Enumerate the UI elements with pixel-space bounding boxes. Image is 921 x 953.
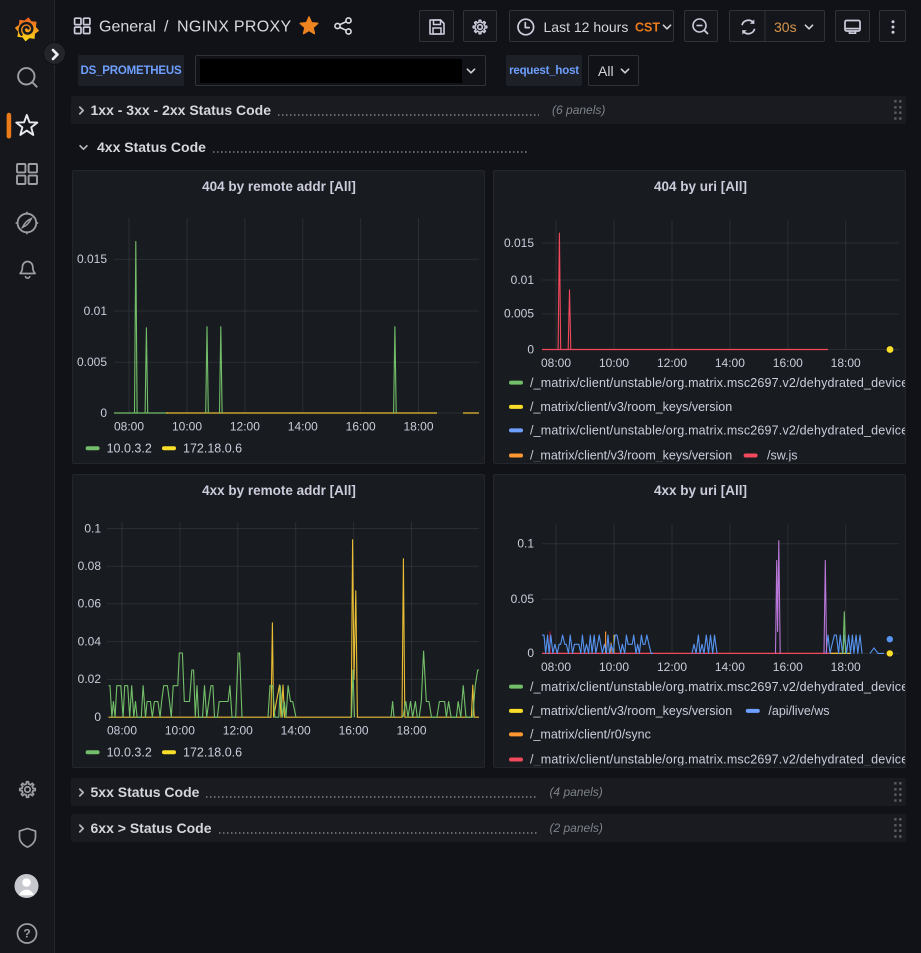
svg-text:404 by remote addr [All]: 404 by remote addr [All] [202,179,356,194]
svg-text:/_matrix/client/v3/room_keys/v: /_matrix/client/v3/room_keys/version [530,449,732,463]
svg-text:10:00: 10:00 [599,356,629,370]
svg-text:0.06: 0.06 [78,597,102,611]
svg-text:0.02: 0.02 [78,672,102,686]
svg-text:172.18.0.6: 172.18.0.6 [183,442,242,456]
svg-text:/_matrix/client/v3/room_keys/v: /_matrix/client/v3/room_keys/version [530,400,732,414]
svg-text:0.05: 0.05 [511,592,535,606]
svg-text:0.005: 0.005 [504,307,534,321]
svg-text:12:00: 12:00 [657,660,687,674]
svg-text:18:00: 18:00 [396,724,426,738]
svg-text:10.0.3.2: 10.0.3.2 [107,442,152,456]
svg-text:12:00: 12:00 [657,356,687,370]
svg-text:/api/live/ws: /api/live/ws [768,704,829,718]
svg-text:16:00: 16:00 [773,356,803,370]
svg-text:0.04: 0.04 [78,634,102,648]
svg-text:/sw.js: /sw.js [767,449,798,463]
svg-text:10:00: 10:00 [165,724,195,738]
svg-text:18:00: 18:00 [831,356,861,370]
svg-text:/: / [164,19,169,36]
svg-text:Last 12 hours: Last 12 hours [544,19,629,35]
svg-text:404 by uri [All]: 404 by uri [All] [654,179,747,194]
svg-text:0: 0 [527,646,534,660]
svg-text:0.015: 0.015 [504,236,534,250]
svg-text:/_matrix/client/r0/sync: /_matrix/client/r0/sync [530,728,651,742]
svg-text:0.01: 0.01 [84,304,108,318]
svg-text:14:00: 14:00 [281,724,311,738]
svg-text:14:00: 14:00 [715,356,745,370]
svg-text:16:00: 16:00 [773,660,803,674]
svg-text:0: 0 [100,406,107,420]
svg-text:4xx by uri [All]: 4xx by uri [All] [654,483,747,498]
svg-text:0: 0 [94,710,101,724]
svg-text:10:00: 10:00 [172,420,202,434]
svg-text:08:00: 08:00 [541,356,571,370]
svg-text:/_matrix/client/v3/room_keys/v: /_matrix/client/v3/room_keys/version [530,704,732,718]
svg-text:0: 0 [527,342,534,356]
svg-text:12:00: 12:00 [223,724,253,738]
svg-text:0.08: 0.08 [78,559,102,573]
svg-text:/_matrix/client/unstable/org.m: /_matrix/client/unstable/org.matrix.msc2… [530,680,905,694]
svg-text:08:00: 08:00 [541,660,571,674]
svg-text:16:00: 16:00 [346,420,376,434]
svg-text:08:00: 08:00 [114,420,144,434]
svg-text:0.1: 0.1 [84,521,101,535]
svg-text:0.015: 0.015 [77,252,107,266]
svg-text:0.1: 0.1 [517,537,534,551]
svg-text:10:00: 10:00 [599,660,629,674]
svg-text:18:00: 18:00 [831,660,861,674]
svg-text:/_matrix/client/unstable/org.m: /_matrix/client/unstable/org.matrix.msc2… [530,376,905,390]
svg-text:14:00: 14:00 [715,660,745,674]
svg-text:All: All [598,63,614,79]
svg-text:0.005: 0.005 [77,355,107,369]
svg-text:4xx by remote addr [All]: 4xx by remote addr [All] [202,483,356,498]
svg-text:10.0.3.2: 10.0.3.2 [107,746,152,760]
svg-text:0.01: 0.01 [511,273,535,287]
svg-text:/_matrix/client/unstable/org.m: /_matrix/client/unstable/org.matrix.msc2… [530,424,905,438]
svg-text:CST: CST [635,21,660,35]
svg-text:18:00: 18:00 [403,420,433,434]
svg-text:172.18.0.6: 172.18.0.6 [183,746,242,760]
svg-text:/_matrix/client/unstable/org.m: /_matrix/client/unstable/org.matrix.msc2… [530,753,905,767]
svg-text:08:00: 08:00 [107,724,137,738]
svg-text:General: General [99,19,156,36]
svg-text:?: ? [23,927,30,941]
svg-text:12:00: 12:00 [230,420,260,434]
svg-text:30s: 30s [774,19,797,35]
svg-text:NGINX PROXY: NGINX PROXY [177,19,291,36]
svg-text:14:00: 14:00 [288,420,318,434]
svg-text:16:00: 16:00 [339,724,369,738]
